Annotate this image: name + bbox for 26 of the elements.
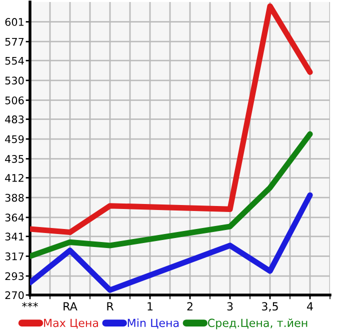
y-tick-label: 506 [5, 96, 24, 104]
y-tick-label: 364 [5, 214, 24, 222]
y-tick-label: 459 [5, 135, 24, 144]
legend-label: Max Цена [44, 318, 98, 329]
x-tick-label: 1 [148, 302, 153, 310]
y-tick-label: 412 [5, 174, 24, 182]
y-tick-label: 293 [5, 272, 24, 280]
y-tick-label: 341 [5, 232, 24, 241]
y-tick-label: 483 [5, 115, 24, 124]
x-tick-label: RA [64, 302, 78, 310]
y-tick-label: 317 [5, 252, 24, 260]
x-tick-label: *** [22, 302, 38, 308]
legend-label: Min Цена [128, 318, 179, 329]
y-tick-label: 388 [5, 194, 24, 202]
y-tick-label: 601 [5, 18, 24, 26]
y-tick-label: 270 [5, 291, 24, 300]
x-tick-label: R [107, 302, 114, 310]
x-tick-label: 3 [227, 302, 233, 311]
legend-label: Сред.Цена, т.йен [208, 318, 308, 330]
y-tick-label: 577 [5, 38, 24, 46]
x-tick-label: 2 [187, 302, 192, 310]
y-tick-label: 530 [5, 76, 24, 85]
x-tick-label: 3,5 [262, 302, 278, 312]
y-tick-label: 554 [5, 56, 24, 65]
y-tick-label: 435 [5, 155, 24, 163]
x-tick-label: 4 [307, 302, 313, 310]
